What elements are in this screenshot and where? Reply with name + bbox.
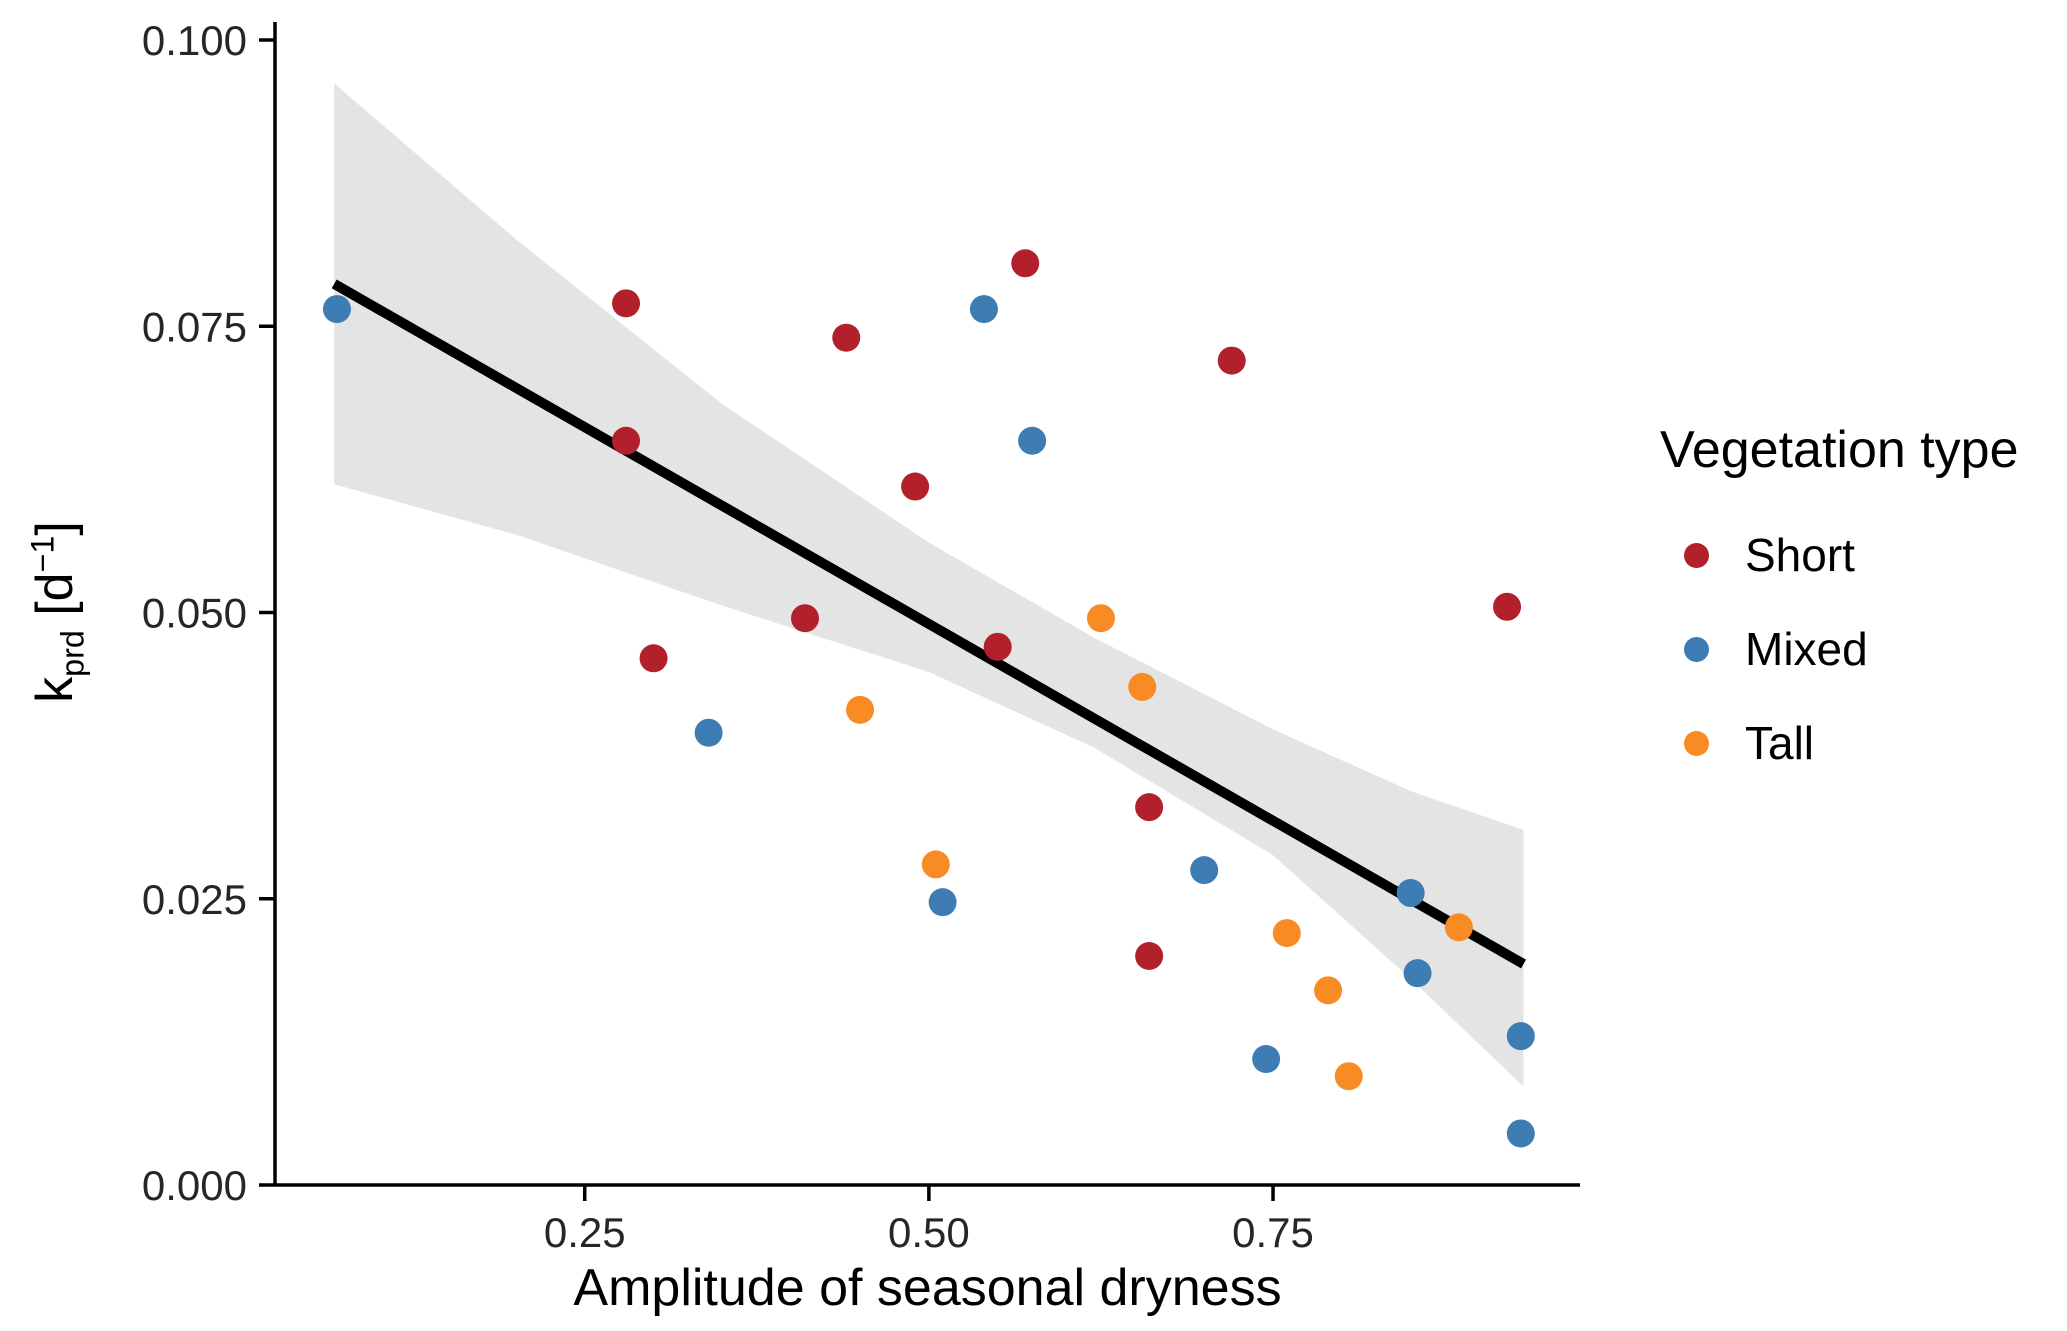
y-tick-label: 0.075 [142,303,247,350]
legend-dot-tall-icon [1684,730,1709,756]
y-axis-title-subscript: prd [54,630,91,677]
data-point-mixed [928,888,957,917]
data-point-mixed [1190,856,1219,885]
y-tick-label: 0.050 [142,590,247,637]
data-point-mixed [969,295,998,324]
y-tick-label: 0.025 [142,876,247,923]
data-point-short [612,289,641,318]
data-point-short [901,472,930,501]
data-point-short [1011,249,1040,278]
y-tick-label: 0.000 [142,1162,247,1209]
data-point-short [639,644,668,673]
data-point-tall [1314,976,1343,1005]
data-point-short [1135,942,1164,970]
y-axis-title-base: k [25,676,84,703]
data-point-short [1135,793,1164,822]
data-point-tall [1334,1062,1363,1091]
data-point-mixed [322,295,351,324]
data-point-short [612,426,641,455]
y-axis-title-unit-close: ] [25,521,84,536]
data-point-tall [921,850,950,879]
confidence-band [334,83,1524,1087]
x-tick-label: 0.75 [1232,1209,1314,1256]
data-point-short [790,604,819,633]
data-point-mixed [1506,1022,1535,1051]
data-point-tall [1272,919,1301,948]
data-point-mixed [1506,1119,1535,1148]
y-axis-title-unit-open: [d [25,572,84,631]
data-point-short [1217,346,1246,375]
data-point-mixed [1396,879,1425,908]
data-point-tall [1128,672,1157,701]
legend-item-tall: Tall [1660,716,2019,770]
y-axis-title-superscript: −1 [24,535,61,573]
y-tick-label: 0.100 [142,17,247,64]
legend-title: Vegetation type [1660,421,2019,479]
data-point-tall [846,695,875,724]
legend: Vegetation type Short Mixed Tall [1660,420,2019,810]
x-tick-label: 0.25 [544,1209,626,1256]
legend-item-mixed: Mixed [1660,622,2019,676]
data-point-tall [1086,604,1115,633]
data-point-mixed [1403,959,1432,988]
data-point-short [832,323,861,352]
legend-label-mixed: Mixed [1745,623,1868,675]
data-point-short [983,632,1012,661]
legend-dot-short-icon [1684,542,1709,568]
trend-line [331,279,1527,969]
legend-label-tall: Tall [1745,717,1815,769]
legend-dot-mixed-icon [1684,636,1709,662]
y-axis-title: kprd [d−1] [25,521,92,703]
data-point-mixed [1018,426,1047,455]
data-point-mixed [694,718,723,747]
x-tick-label: 0.50 [888,1209,970,1256]
legend-label-short: Short [1745,529,1855,581]
data-point-tall [1444,913,1473,942]
x-axis-title: Amplitude of seasonal dryness [573,1259,1282,1317]
data-point-short [1493,592,1522,621]
legend-item-short: Short [1660,528,2019,582]
data-point-mixed [1252,1045,1281,1074]
